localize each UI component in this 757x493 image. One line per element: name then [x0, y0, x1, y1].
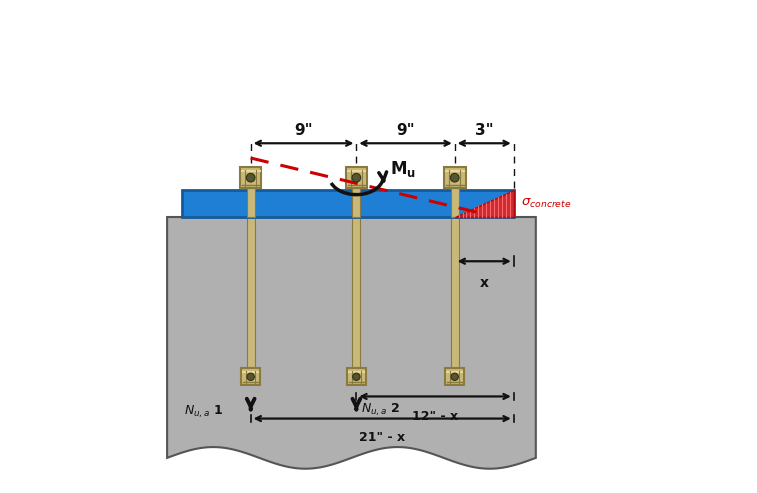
Text: 9": 9": [396, 123, 415, 139]
Text: 21" - x: 21" - x: [359, 431, 405, 444]
FancyBboxPatch shape: [445, 368, 464, 385]
Circle shape: [353, 373, 360, 381]
Bar: [247, 217, 254, 379]
FancyBboxPatch shape: [444, 167, 466, 188]
FancyBboxPatch shape: [241, 368, 260, 385]
Text: $\sigma_{concrete}$: $\sigma_{concrete}$: [521, 197, 572, 210]
Circle shape: [352, 174, 360, 182]
Text: 9": 9": [294, 123, 313, 139]
Bar: [450, 217, 459, 379]
Polygon shape: [167, 217, 536, 469]
Text: 3": 3": [475, 123, 494, 139]
Text: x: x: [480, 276, 489, 290]
Circle shape: [247, 373, 254, 381]
Circle shape: [246, 174, 255, 182]
Text: $\mathbf{M_u}$: $\mathbf{M_u}$: [390, 159, 416, 179]
Bar: [450, 187, 459, 217]
Circle shape: [450, 174, 459, 182]
Bar: [353, 187, 360, 217]
FancyBboxPatch shape: [345, 167, 367, 188]
FancyBboxPatch shape: [240, 167, 261, 188]
Polygon shape: [455, 190, 514, 217]
Bar: [247, 187, 254, 217]
Bar: [182, 190, 514, 217]
Circle shape: [451, 373, 459, 381]
FancyBboxPatch shape: [347, 368, 366, 385]
Bar: [353, 217, 360, 379]
Text: $N_{u,a}$ 2: $N_{u,a}$ 2: [361, 401, 400, 418]
Text: 12" - x: 12" - x: [412, 410, 458, 423]
Text: $N_{u,a}$ 1: $N_{u,a}$ 1: [184, 404, 223, 420]
